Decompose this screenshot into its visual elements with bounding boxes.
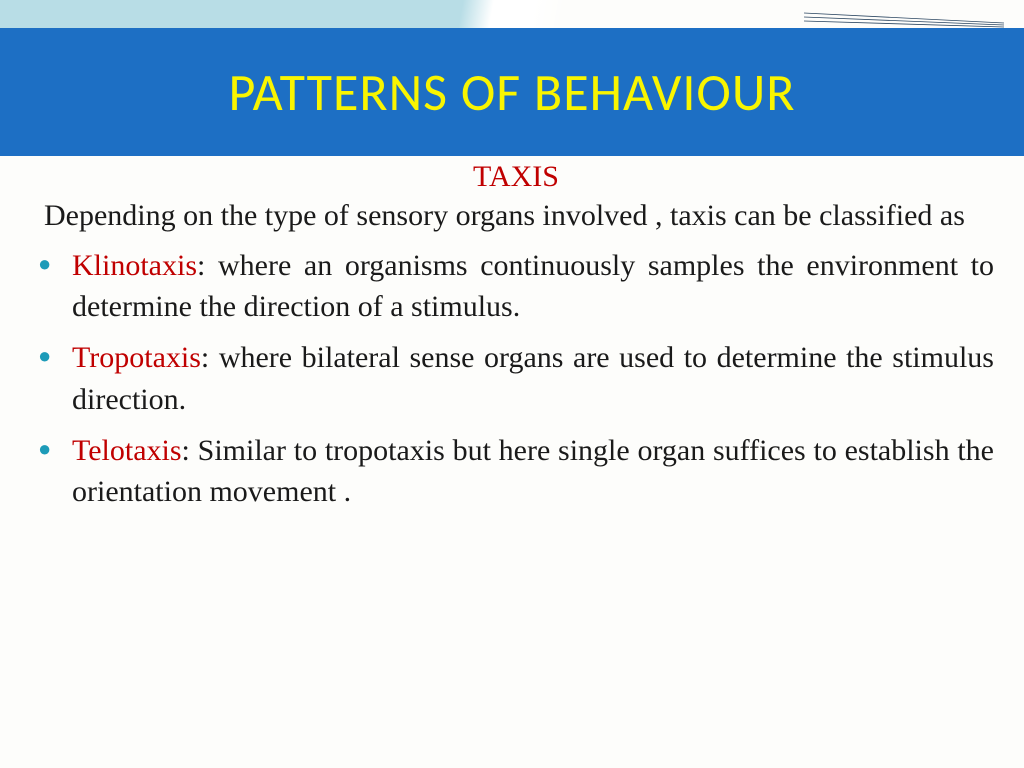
list-item: Telotaxis: Similar to tropotaxis but her… <box>38 430 994 513</box>
slide-body: TAXIS Depending on the type of sensory o… <box>38 160 994 523</box>
term: Klinotaxis <box>72 249 197 282</box>
list-item: Klinotaxis: where an organisms continuou… <box>38 245 994 328</box>
term-sep: : <box>197 249 218 282</box>
term: Tropotaxis <box>72 341 201 374</box>
list-item: Tropotaxis: where bilateral sense organs… <box>38 337 994 420</box>
term-desc: Similar to tropotaxis but here single or… <box>72 434 994 508</box>
title-bar: PATTERNS OF BEHAVIOUR <box>0 28 1024 156</box>
term-sep: : <box>182 434 198 467</box>
subtitle: TAXIS <box>38 160 994 194</box>
slide-title: PATTERNS OF BEHAVIOUR <box>229 60 796 124</box>
intro-text: Depending on the type of sensory organs … <box>38 196 994 237</box>
term-sep: : <box>201 341 219 374</box>
term: Telotaxis <box>72 434 182 467</box>
bullet-list: Klinotaxis: where an organisms continuou… <box>38 245 994 513</box>
